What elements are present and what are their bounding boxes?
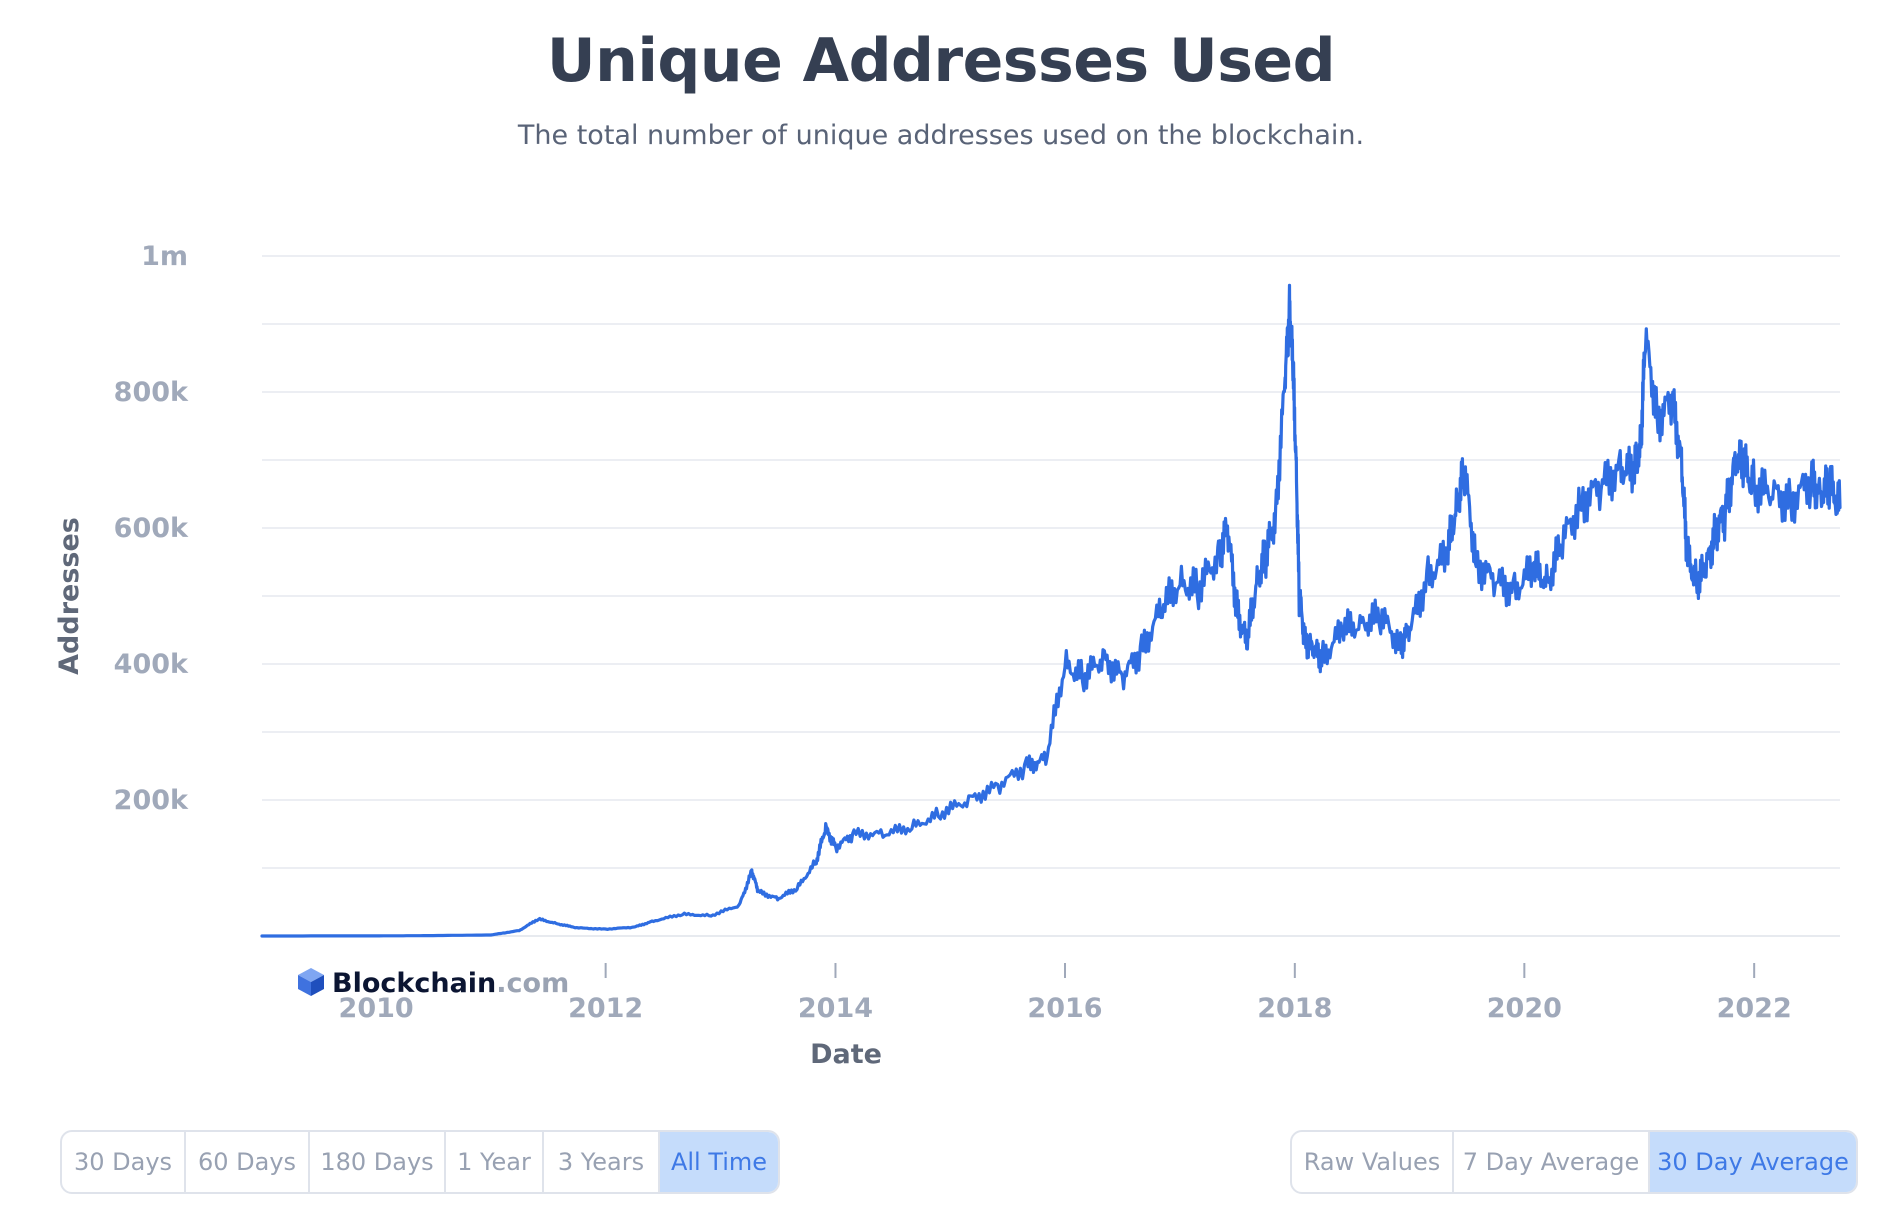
x-tick-label: 2018 xyxy=(1257,993,1332,1024)
x-tick-label: 2010 xyxy=(339,993,414,1024)
thirty-day-average-button[interactable]: 30 Day Average xyxy=(1650,1132,1856,1192)
y-axis-title: Addresses xyxy=(54,517,85,675)
range-button-30-days[interactable]: 30 Days xyxy=(62,1132,186,1192)
averaging-selector: Raw Values 7 Day Average 30 Day Average xyxy=(1290,1130,1858,1194)
x-tick-label: 2020 xyxy=(1487,993,1562,1024)
x-tick-label: 2014 xyxy=(798,993,873,1024)
blockchain-logo: Blockchain.com xyxy=(298,968,569,999)
range-button-60-days[interactable]: 60 Days xyxy=(186,1132,310,1192)
range-button-1-year[interactable]: 1 Year xyxy=(446,1132,544,1192)
x-tick-label: 2016 xyxy=(1027,993,1102,1024)
series-line xyxy=(260,283,1842,938)
page-subtitle: The total number of unique addresses use… xyxy=(517,120,1365,151)
y-tick-label: 400k xyxy=(114,649,189,680)
seven-day-average-button[interactable]: 7 Day Average xyxy=(1454,1132,1650,1192)
x-tick-label: 2012 xyxy=(568,993,643,1024)
y-tick-label: 1m xyxy=(141,241,188,272)
x-axis-title: Date xyxy=(810,1039,882,1070)
range-button-180-days[interactable]: 180 Days xyxy=(310,1132,446,1192)
line-chart: 200k 400k 600k 800k 1m 2010 2012 2014 2016 2018 20… xyxy=(54,241,1842,1070)
x-tick-label: 2022 xyxy=(1717,993,1792,1024)
range-button-3-years[interactable]: 3 Years xyxy=(544,1132,660,1192)
raw-values-button[interactable]: Raw Values xyxy=(1292,1132,1454,1192)
page-title: Unique Addresses Used xyxy=(546,26,1336,96)
blockchain-logo-icon xyxy=(311,975,324,996)
y-tick-label: 600k xyxy=(114,513,189,544)
time-range-selector: 30 Days 60 Days 180 Days 1 Year 3 Years … xyxy=(60,1130,780,1194)
blockchain-logo-text: Blockchain.com xyxy=(332,968,569,999)
y-tick-label: 800k xyxy=(114,377,189,408)
range-button-all-time[interactable]: All Time xyxy=(660,1132,778,1192)
y-tick-label: 200k xyxy=(114,785,189,816)
blockchain-logo-icon xyxy=(298,975,311,996)
